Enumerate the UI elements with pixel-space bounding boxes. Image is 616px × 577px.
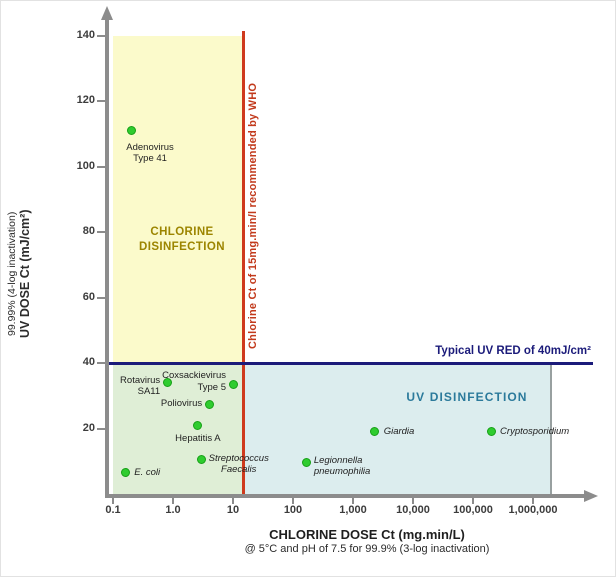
giardia-label-line: Giardia: [383, 425, 415, 437]
e-coli-dot: [120, 468, 130, 478]
adenovirus-type-41-label-line: Adenovirus: [126, 141, 174, 153]
cryptosporidium-label: Cryptosporidium: [500, 426, 569, 437]
y-tick: [97, 231, 105, 234]
typical-uv-red-label: Typical UV RED of 40mJ/cm²: [435, 345, 591, 357]
e-coli-label-line: E. coli: [134, 466, 161, 478]
y-tick-label: 100: [76, 159, 95, 172]
rotavirus-sa11-dot: [162, 378, 172, 388]
streptococcus-faecalis-dot: [197, 455, 207, 465]
rotavirus-sa11-label: Rotavirus SA11: [120, 375, 160, 398]
coxsackievirus-type-5-label-line: Coxsackievirus: [162, 370, 226, 382]
x-tick: [412, 498, 414, 504]
poliovirus-label-line: Poliovirus: [160, 398, 203, 410]
coxsackievirus-type-5-label: Coxsackievirus Type 5: [162, 370, 226, 393]
typical-uv-red-line: [107, 361, 593, 365]
adenovirus-type-41-label: Adenovirus Type 41: [126, 142, 174, 165]
x-tick-label: 0.1: [105, 504, 121, 516]
poliovirus-dot: [204, 399, 214, 409]
y-tick: [97, 165, 105, 168]
coxsackievirus-type-5-dot: [228, 379, 238, 389]
x-tick: [472, 498, 474, 504]
y-axis-title-line1: 99.99% (4-log inactivation): [6, 211, 18, 337]
legionnella-pneumophilia-dot: [302, 458, 312, 468]
x-tick-label: 100: [283, 504, 303, 516]
hepatitis-a-label: Hepatitis A: [175, 433, 220, 444]
y-tick: [97, 100, 105, 103]
y-tick: [97, 296, 105, 299]
x-axis-line: [105, 494, 585, 498]
hepatitis-a-label-line: Hepatitis A: [175, 433, 221, 445]
y-tick: [97, 35, 105, 37]
x-tick: [172, 498, 174, 504]
x-axis-arrow-icon: [584, 490, 598, 502]
y-tick-label: 140: [76, 29, 95, 41]
coxsackievirus-type-5-label-line: Type 5: [197, 381, 226, 393]
below-both-thresholds-region: [113, 363, 244, 494]
x-tick: [112, 498, 114, 504]
rotavirus-sa11-label-line: SA11: [137, 386, 161, 398]
y-axis-title-line2: UV DOSE Ct (mJ/cm²): [18, 209, 32, 339]
y-tick-label: 120: [76, 94, 95, 107]
y-tick: [97, 362, 105, 365]
x-axis-subtitle: @ 5°C and pH of 7.5 for 99.9% (3-log ina…: [244, 543, 490, 555]
streptococcus-faecalis-label-line: Streptococcus: [208, 452, 269, 464]
streptococcus-faecalis-label: Streptococcus Faecalis: [209, 453, 269, 476]
giardia-dot: [370, 427, 380, 437]
who-chlorine-ct-label: Chlorine Ct of 15mg.min/l recommended by…: [247, 82, 259, 349]
x-tick: [352, 498, 354, 504]
cryptosporidium-label-line: Cryptosporidium: [500, 425, 570, 437]
legionnella-pneumophilia-label-line: Legionnella: [313, 454, 363, 466]
x-axis-title: CHLORINE DOSE Ct (mg.min/L): [269, 527, 465, 542]
x-tick: [292, 498, 294, 504]
x-tick-label: 1,000,000: [508, 504, 558, 516]
x-tick-label: 100,000: [453, 504, 493, 516]
cryptosporidium-dot: [486, 427, 496, 437]
who-chlorine-ct-line: [242, 31, 246, 494]
uv-region-right-edge: [550, 363, 552, 494]
e-coli-label: E. coli: [134, 467, 160, 478]
y-tick-label: 80: [82, 225, 95, 238]
giardia-label: Giardia: [384, 426, 415, 437]
uv-disinfection-region: [243, 363, 552, 494]
chlorine-disinfection-region-label: CHLORINE DISINFECTION: [112, 225, 252, 255]
y-axis-title: 99.99% (4-log inactivation) UV DOSE Ct (…: [6, 184, 48, 364]
y-axis-arrow-icon: [101, 6, 113, 20]
x-tick-label: 1.0: [165, 504, 181, 516]
hepatitis-a-dot: [193, 420, 203, 430]
chlorine-label-line2: DISINFECTION: [139, 240, 225, 253]
y-tick-label: 60: [82, 290, 95, 303]
y-tick-label: 40: [82, 356, 95, 369]
x-tick: [232, 498, 234, 504]
rotavirus-sa11-label-line: Rotavirus: [120, 374, 161, 386]
x-tick-label: 10,000: [396, 504, 430, 516]
x-tick-label: 1,000: [339, 504, 367, 516]
adenovirus-type-41-dot: [126, 126, 136, 136]
legionnella-pneumophilia-label-line: pneumophilia: [313, 466, 371, 478]
y-tick-label: 20: [82, 421, 95, 434]
poliovirus-label: Poliovirus: [161, 398, 202, 409]
y-tick: [97, 427, 105, 430]
legionnella-pneumophilia-label: Legionnella pneumophilia: [314, 455, 371, 478]
x-tick: [532, 498, 534, 504]
adenovirus-type-41-label-line: Type 41: [133, 153, 167, 165]
streptococcus-faecalis-label-line: Faecalis: [221, 464, 257, 476]
chlorine-disinfection-region: [113, 36, 244, 364]
uv-disinfection-region-label: UV DISINFECTION: [406, 390, 528, 404]
y-axis-line: [105, 17, 109, 498]
chlorine-label-line1: CHLORINE: [150, 226, 214, 238]
x-tick-label: 10: [226, 504, 240, 516]
